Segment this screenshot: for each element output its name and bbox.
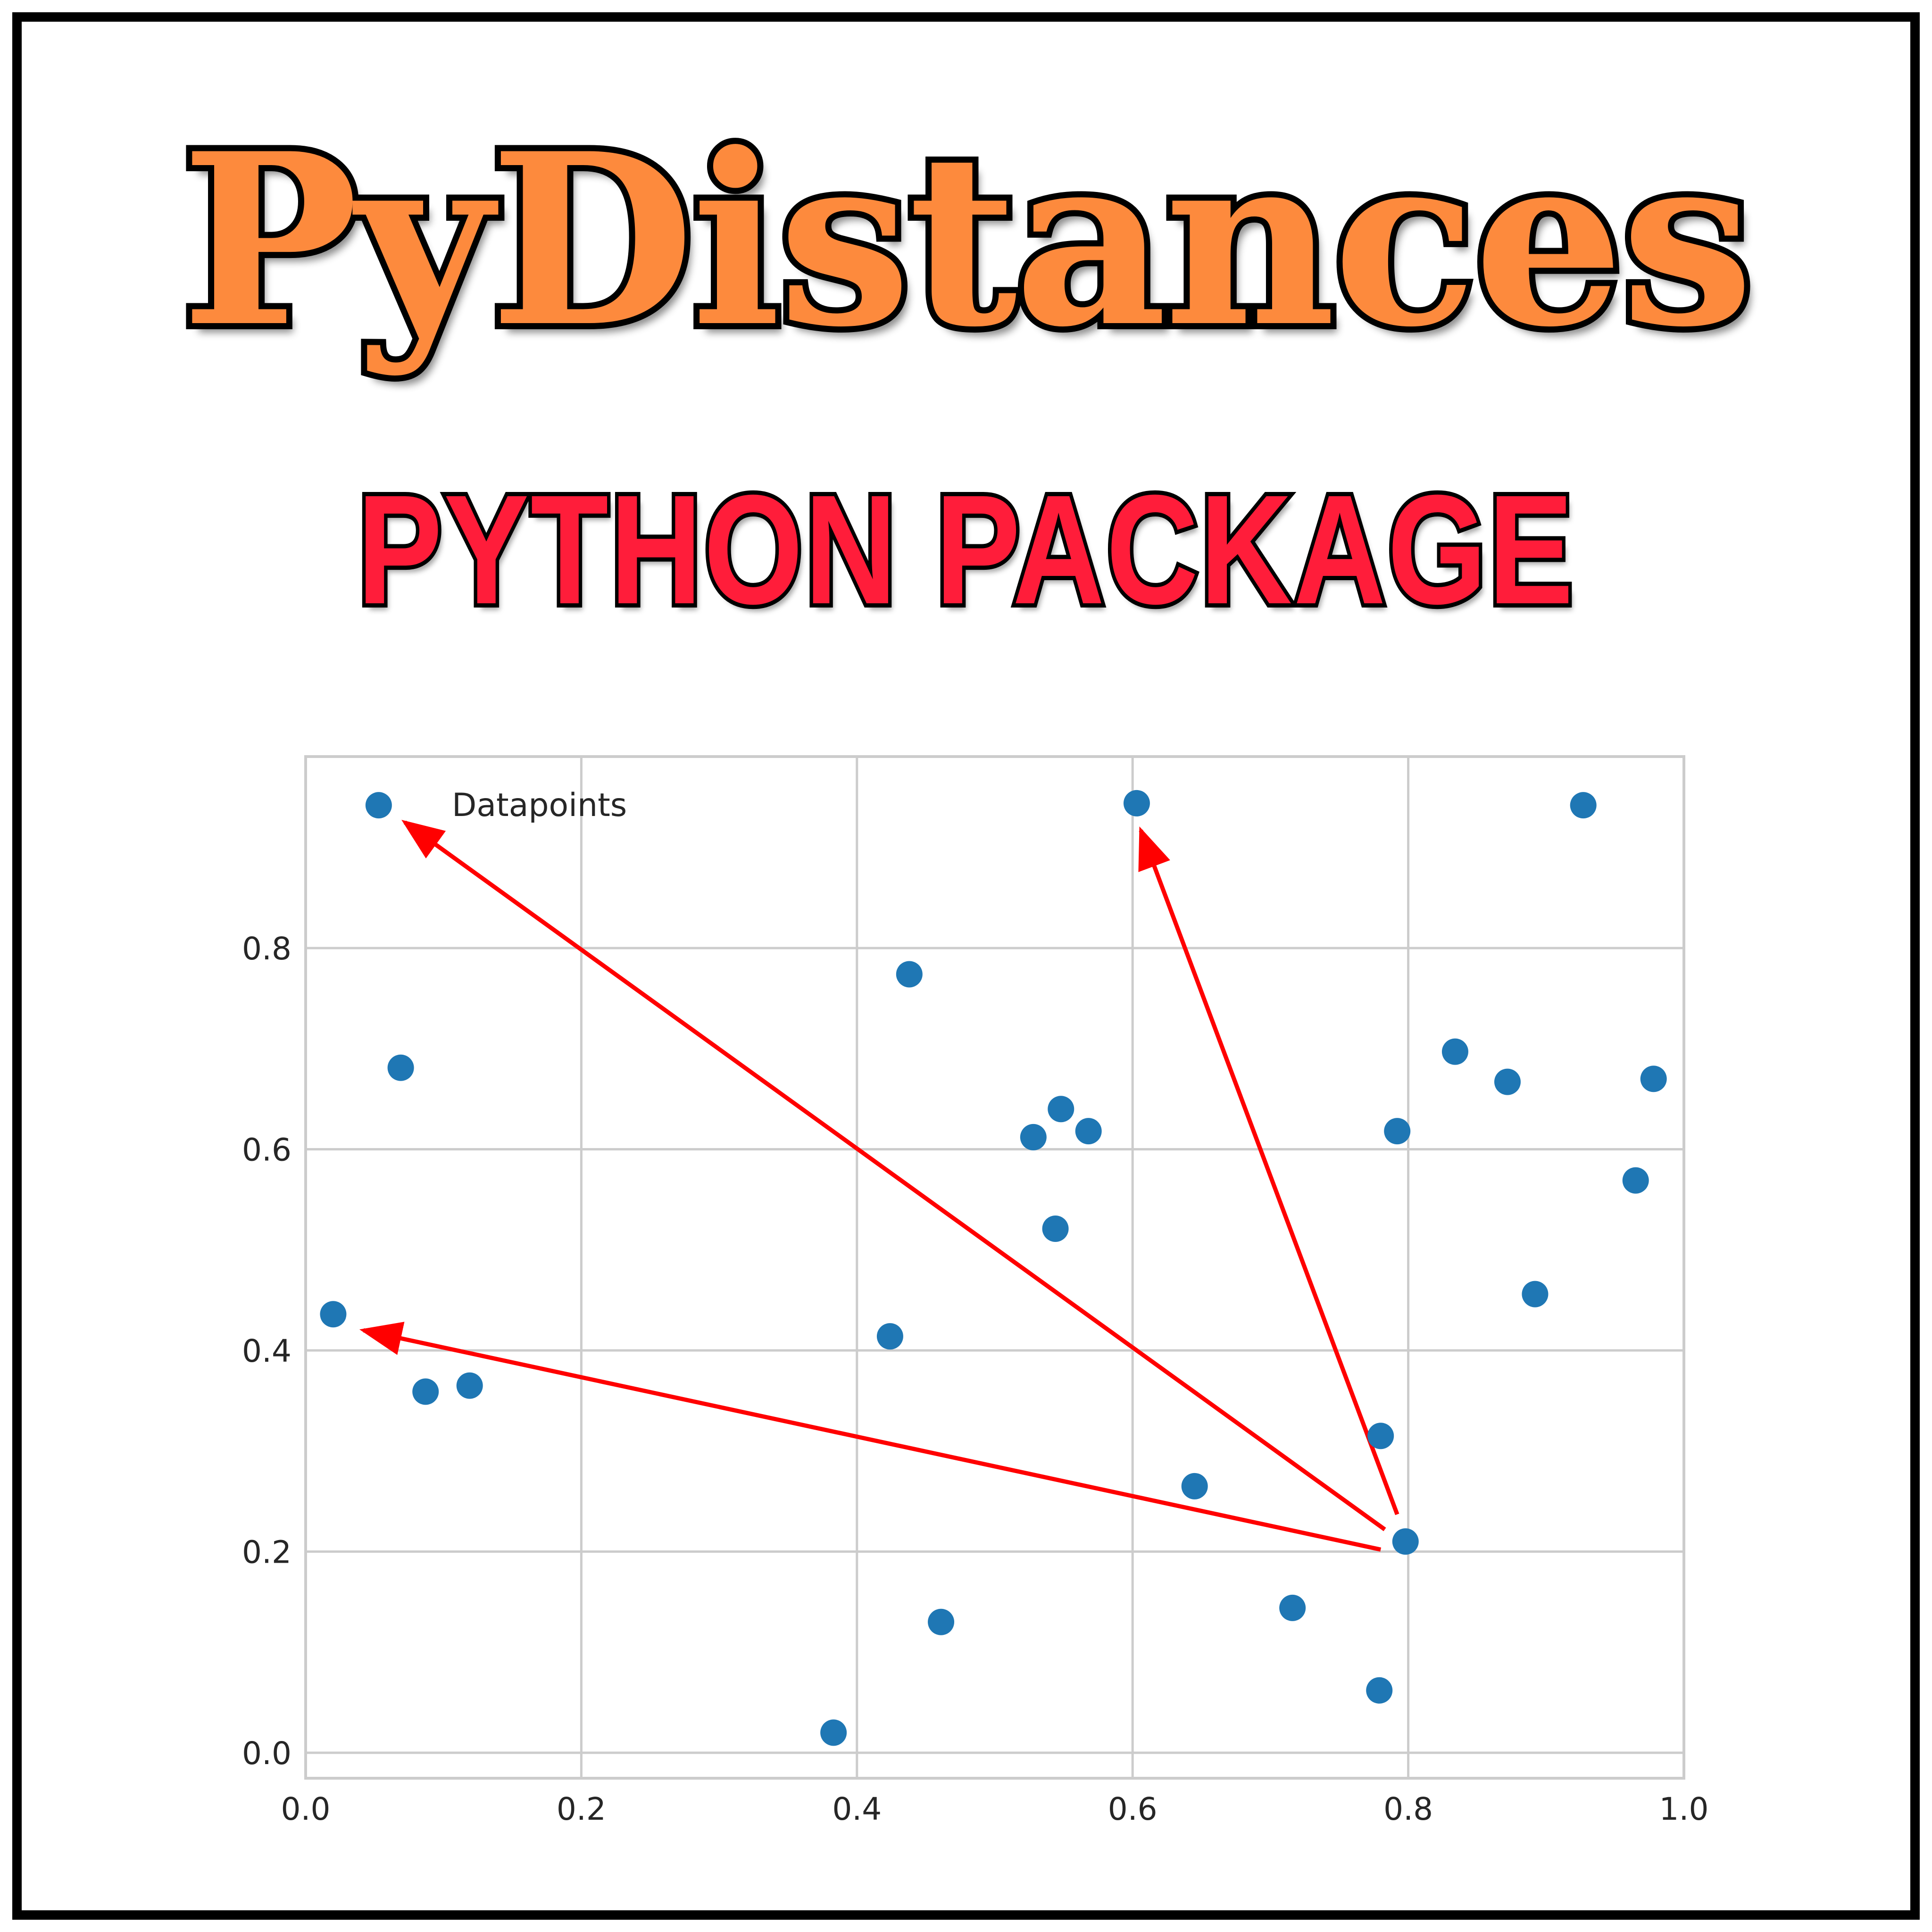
data-point bbox=[1522, 1281, 1549, 1307]
data-point bbox=[928, 1608, 955, 1635]
data-point bbox=[456, 1372, 483, 1399]
data-point bbox=[1048, 1096, 1074, 1123]
x-tick-label: 0.8 bbox=[1383, 1791, 1433, 1827]
data-point bbox=[1075, 1118, 1102, 1145]
data-point bbox=[1622, 1167, 1649, 1194]
page-title: PyDistances bbox=[175, 96, 1760, 385]
data-point bbox=[1020, 1124, 1047, 1150]
legend-label: Datapoints bbox=[452, 787, 627, 824]
page-subtitle: PYTHON PACKAGE bbox=[354, 458, 1577, 641]
data-point bbox=[1279, 1594, 1306, 1621]
data-point bbox=[1367, 1423, 1394, 1449]
distance-arrows bbox=[359, 820, 1399, 1552]
data-point bbox=[1570, 792, 1597, 819]
x-tick-label: 0.2 bbox=[557, 1791, 606, 1827]
x-tick-label: 0.4 bbox=[832, 1791, 882, 1827]
y-tick-label: 0.6 bbox=[242, 1132, 291, 1168]
x-tick-label: 1.0 bbox=[1659, 1791, 1709, 1827]
distance-arrow bbox=[359, 1322, 1382, 1552]
data-point bbox=[1494, 1068, 1521, 1095]
data-point bbox=[820, 1719, 847, 1746]
data-point bbox=[1123, 790, 1150, 816]
data-point bbox=[1392, 1528, 1419, 1555]
distance-arrow bbox=[401, 820, 1386, 1532]
x-tick-label: 0.6 bbox=[1108, 1791, 1158, 1827]
data-point bbox=[1042, 1215, 1069, 1242]
distance-arrow bbox=[1138, 826, 1399, 1516]
data-points bbox=[320, 790, 1667, 1746]
grid-lines bbox=[304, 757, 1685, 1778]
data-point bbox=[1640, 1066, 1667, 1092]
data-point bbox=[412, 1378, 439, 1405]
legend: Datapoints bbox=[452, 787, 627, 824]
data-point bbox=[896, 961, 923, 988]
data-point bbox=[365, 792, 392, 819]
axis-ticks: 0.0 0.2 0.4 0.6 0.8 1.0 0.0 0.2 0.4 0.6 0.8 bbox=[242, 931, 1708, 1827]
image-frame bbox=[12, 12, 1920, 1920]
y-tick-label: 0.2 bbox=[242, 1534, 291, 1571]
y-tick-label: 0.0 bbox=[242, 1735, 291, 1772]
data-point bbox=[1181, 1473, 1208, 1499]
y-tick-label: 0.8 bbox=[242, 931, 291, 967]
data-point bbox=[1441, 1038, 1468, 1065]
data-point bbox=[387, 1054, 414, 1081]
data-point bbox=[876, 1323, 903, 1350]
y-tick-label: 0.4 bbox=[242, 1333, 291, 1369]
data-point bbox=[1384, 1118, 1411, 1145]
plot-area bbox=[304, 755, 1685, 1780]
data-point bbox=[1366, 1677, 1393, 1704]
x-tick-label: 0.0 bbox=[281, 1791, 331, 1827]
data-point bbox=[320, 1301, 347, 1328]
